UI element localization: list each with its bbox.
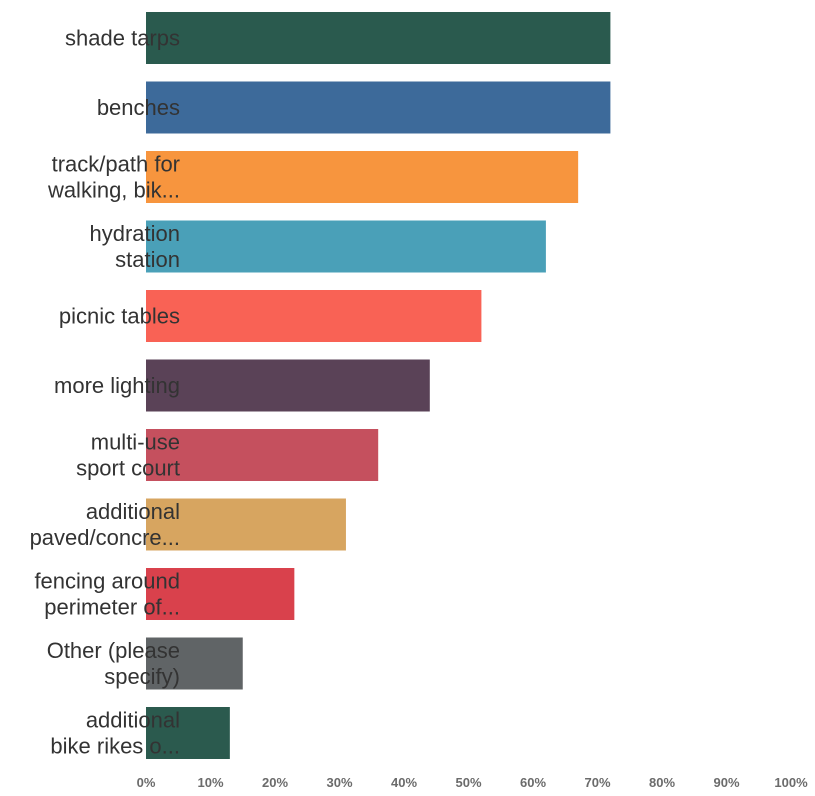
category-label-0-line-0: shade tarps	[65, 26, 180, 51]
bar-0	[146, 12, 611, 64]
bars-layer	[146, 12, 611, 759]
category-label-2: track/path for walking, bik...	[47, 152, 180, 203]
category-label-3-line-0: hydration	[89, 221, 180, 246]
category-label-9-line-0: Other (please	[47, 638, 180, 663]
bar-1	[146, 81, 611, 134]
category-label-9-line-1: specify)	[104, 664, 180, 689]
category-label-0: shade tarps	[65, 26, 180, 51]
category-label-1: benches	[97, 95, 180, 120]
category-label-4-line-0: picnic tables	[59, 304, 180, 329]
category-label-2-line-0: track/path for	[52, 152, 180, 177]
category-label-6-line-0: multi-use	[91, 430, 180, 455]
x-tick-8: 80%	[649, 775, 675, 790]
bar-2	[146, 151, 579, 203]
category-label-5-line-0: more lighting	[54, 373, 180, 398]
category-label-1-line-0: benches	[97, 95, 180, 120]
category-label-3: hydration station	[89, 221, 180, 272]
category-label-2-line-1: walking, bik...	[47, 178, 180, 203]
category-label-6: multi-use sport court	[76, 430, 180, 481]
x-tick-9: 90%	[713, 775, 739, 790]
category-label-3-line-1: station	[115, 247, 180, 272]
bar-9	[146, 637, 243, 690]
x-tick-4: 40%	[391, 775, 417, 790]
category-label-10-line-1: bike rikes o...	[50, 734, 180, 759]
category-label-9: Other (please specify)	[47, 638, 180, 689]
x-tick-10: 100%	[774, 775, 808, 790]
bar-3	[146, 220, 546, 273]
x-tick-0: 0%	[137, 775, 156, 790]
x-tick-1: 10%	[197, 775, 223, 790]
x-tick-7: 70%	[584, 775, 610, 790]
category-label-6-line-1: sport court	[76, 456, 180, 481]
category-label-7-line-0: additional	[86, 499, 180, 524]
bar-8	[146, 568, 295, 620]
bar-10	[146, 707, 230, 759]
bar-6	[146, 429, 379, 481]
bar-4	[146, 290, 482, 342]
category-label-10: additional bike rikes o...	[50, 708, 180, 759]
x-tick-2: 20%	[262, 775, 288, 790]
x-axis-ticks: 0% 10% 20% 30% 40% 50% 60% 70% 80% 90% 100%	[137, 775, 808, 790]
category-label-8: fencing around perimeter of...	[34, 569, 180, 620]
x-tick-6: 60%	[520, 775, 546, 790]
x-tick-3: 30%	[326, 775, 352, 790]
category-label-4: picnic tables	[59, 304, 180, 329]
category-label-8-line-1: perimeter of...	[44, 595, 180, 620]
category-label-7: additional paved/concre...	[30, 499, 180, 550]
category-label-7-line-1: paved/concre...	[30, 525, 180, 550]
category-label-10-line-0: additional	[86, 708, 180, 733]
x-tick-5: 50%	[455, 775, 481, 790]
bar-7	[146, 498, 346, 551]
category-label-5: more lighting	[54, 373, 180, 398]
category-labels: shade tarps benches track/path for walking,…	[30, 26, 180, 759]
bar-5	[146, 359, 430, 412]
category-label-8-line-0: fencing around	[34, 569, 180, 594]
